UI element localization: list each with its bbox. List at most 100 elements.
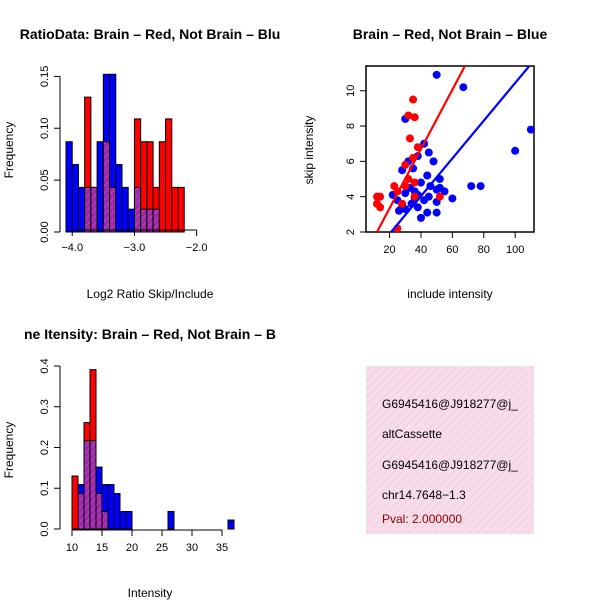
hist1-x-tick-label: −3.0 xyxy=(124,242,146,254)
intensity-histogram-title: ne Itensity: Brain – Red, Not Brain – B xyxy=(24,326,276,342)
hist1-bar-notbrain-10 xyxy=(127,208,135,233)
info-panel: G6945416@J918277@j_ altCassette G6945416… xyxy=(366,366,534,534)
ratio-histogram-axes: −4.0 −3.0 −2.0 0.00 0.05 0.10 0.15 xyxy=(39,66,208,254)
hist1-bar-notbrain-1 xyxy=(71,164,79,233)
hist3-bar-overlap-5 xyxy=(95,493,103,530)
ratio-histogram-xlabel: Log2 Ratio Skip/Include xyxy=(87,287,214,301)
scatter-y-tick-label: 8 xyxy=(345,123,357,129)
hist1-bar-overlap-6 xyxy=(102,141,111,233)
hist1-bar-brain-18 xyxy=(177,186,185,233)
scatter-point-notbrain-3 xyxy=(511,146,520,155)
hist3-bar-notbrain-7 xyxy=(107,484,115,530)
info-line-1: G6945416@J918277@j_ xyxy=(382,397,518,411)
hist3-bar-overlap-4 xyxy=(89,440,97,530)
hist1-x-tick-label: −4.0 xyxy=(61,242,83,254)
info-line-2: altCassette xyxy=(382,427,442,441)
scatter-x-tick-label: 100 xyxy=(506,244,524,256)
hist3-bar-notbrain-10 xyxy=(125,510,133,530)
intensity-scatter-axes: 20 40 60 80 100 2 4 6 8 10 xyxy=(345,85,524,256)
scatter-point-notbrain-31 xyxy=(413,203,422,212)
scatter-x-tick-label: 20 xyxy=(383,244,395,256)
scatter-fit-line-notbrain xyxy=(390,65,531,233)
info-panel-background xyxy=(366,366,534,534)
scatter-y-tick-label: 2 xyxy=(345,229,357,235)
intensity-histogram-xlabel: Intensity xyxy=(128,586,173,600)
hist1-bar-overlap-12 xyxy=(140,208,148,233)
intensity-scatter-marks xyxy=(372,65,535,233)
hist1-bar-overlap-13 xyxy=(146,208,154,233)
info-pval: Pval: 2.000000 xyxy=(382,512,462,526)
ratio-histogram-bars xyxy=(65,73,185,233)
hist3-x-tick-label: 10 xyxy=(66,542,78,554)
intensity-scatter: Brain – Red, Not Brain – Blue skip inten… xyxy=(302,26,547,301)
scatter-point-notbrain-9 xyxy=(429,157,438,166)
hist1-bar-overlap-7 xyxy=(109,186,117,233)
scatter-point-brain-0 xyxy=(409,95,418,104)
hist3-y-tick-label: 0.4 xyxy=(39,358,51,373)
scatter-x-tick-label: 40 xyxy=(415,244,427,256)
hist1-bar-notbrain-0 xyxy=(65,141,73,233)
hist3-y-tick-label: 0.0 xyxy=(39,521,51,536)
hist3-x-tick-label: 15 xyxy=(96,542,108,554)
hist3-x-tick-label: 25 xyxy=(156,542,168,554)
scatter-point-brain-8 xyxy=(410,178,419,187)
scatter-point-notbrain-16 xyxy=(467,182,476,191)
scatter-point-notbrain-0 xyxy=(432,70,441,79)
hist1-bar-notbrain-9 xyxy=(121,186,129,233)
scatter-x-tick-label: 80 xyxy=(478,244,490,256)
scatter-point-notbrain-2 xyxy=(526,125,535,134)
hist3-x-tick-label: 35 xyxy=(216,542,228,554)
scatter-point-brain-3 xyxy=(405,134,414,143)
scatter-point-notbrain-25 xyxy=(448,194,457,203)
scatter-point-brain-2 xyxy=(410,113,419,122)
scatter-point-notbrain-1 xyxy=(459,83,468,92)
hist1-x-tick-label: −2.0 xyxy=(186,242,208,254)
hist3-bar-brain-1 xyxy=(71,475,79,530)
scatter-point-notbrain-37 xyxy=(416,213,425,222)
scatter-y-tick-label: 6 xyxy=(345,158,357,164)
hist1-bar-brain-16 xyxy=(165,118,173,233)
hist1-bar-overlap-11 xyxy=(133,186,142,233)
hist3-bar-notbrain-27 xyxy=(227,519,235,530)
hist1-bar-notbrain-8 xyxy=(115,164,123,233)
hist1-y-tick-label: 0.15 xyxy=(39,66,51,87)
scatter-point-brain-1 xyxy=(404,111,413,120)
hist3-bar-overlap-2 xyxy=(77,493,85,530)
info-line-4: chr14.7648−1.3 xyxy=(382,488,466,502)
scatter-point-notbrain-35 xyxy=(432,208,441,217)
scatter-point-notbrain-34 xyxy=(423,208,432,217)
hist1-bar-brain-17 xyxy=(171,186,179,233)
intensity-scatter-xlabel: include intensity xyxy=(407,287,492,301)
ratio-histogram-ylabel: Frequency xyxy=(2,122,16,179)
scatter-point-brain-14 xyxy=(390,182,399,191)
info-line-3: G6945416@J918277@j_ xyxy=(382,458,518,472)
hist3-x-tick-label: 20 xyxy=(126,542,138,554)
ratio-histogram: RatioData: Brain – Red, Not Brain – Blu … xyxy=(2,26,280,301)
scatter-point-notbrain-14 xyxy=(416,178,425,187)
scatter-point-brain-19 xyxy=(410,192,419,201)
hist3-bar-overlap-3 xyxy=(83,440,91,530)
scatter-point-notbrain-17 xyxy=(476,182,485,191)
intensity-scatter-ylabel: skip intensity xyxy=(302,116,316,185)
hist3-y-tick-label: 0.1 xyxy=(39,481,51,496)
scatter-point-notbrain-38 xyxy=(435,183,444,192)
hist3-bar-notbrain-8 xyxy=(113,493,121,530)
hist1-bar-notbrain-2 xyxy=(77,186,86,233)
scatter-point-notbrain-6 xyxy=(424,148,433,157)
hist1-y-tick-label: 0.05 xyxy=(39,169,51,190)
hist3-bar-notbrain-17 xyxy=(167,510,175,530)
hist3-bar-overlap-6 xyxy=(101,510,109,530)
scatter-point-notbrain-21 xyxy=(401,189,410,198)
hist3-y-tick-label: 0.3 xyxy=(39,399,51,414)
scatter-point-brain-18 xyxy=(398,199,407,208)
scatter-point-notbrain-33 xyxy=(394,206,403,215)
intensity-histogram-axes: 10 15 20 25 30 35 0.0 0.1 0.2 0.3 0.4 xyxy=(39,358,228,554)
scatter-y-tick-label: 10 xyxy=(345,85,357,97)
hist1-bar-brain-15 xyxy=(158,141,167,233)
intensity-histogram-bars xyxy=(71,369,235,530)
scatter-point-notbrain-27 xyxy=(420,196,429,205)
hist1-bar-overlap-4 xyxy=(90,186,98,233)
scatter-y-tick-label: 4 xyxy=(345,194,357,200)
scatter-x-tick-label: 60 xyxy=(446,244,458,256)
